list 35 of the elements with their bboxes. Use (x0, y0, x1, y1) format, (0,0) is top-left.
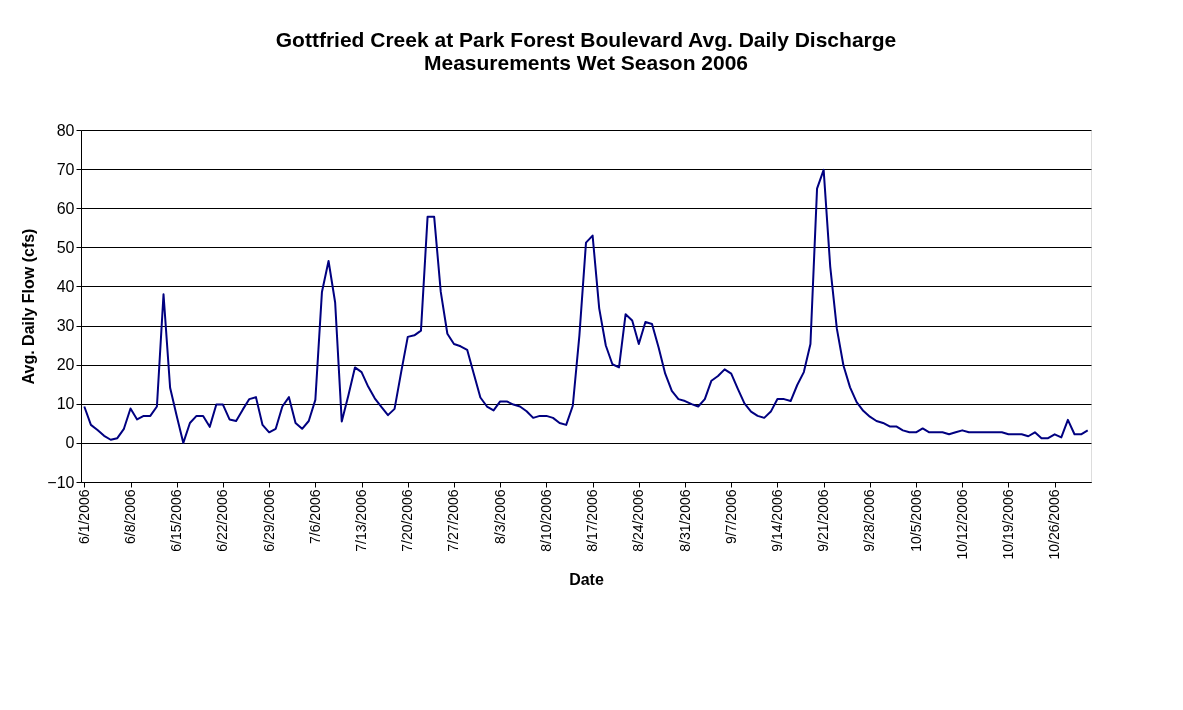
x-tick-label: 7/27/2006 (445, 489, 462, 552)
x-tick-label: 6/8/2006 (122, 489, 139, 544)
x-tick-label: 9/14/2006 (768, 489, 785, 552)
x-tick-label: 9/21/2006 (815, 489, 832, 552)
x-tick-label: 6/1/2006 (75, 489, 92, 544)
x-axis-title: Date (569, 570, 604, 588)
x-tick-label: 8/31/2006 (676, 489, 693, 552)
x-tick-label: 8/17/2006 (584, 489, 601, 552)
x-tick-label: 10/12/2006 (953, 489, 970, 560)
y-tick-label: 10 (56, 395, 75, 413)
y-tick-label: −10 (47, 473, 75, 491)
x-tick-label: 10/26/2006 (1046, 489, 1063, 560)
y-tick-label: 60 (56, 199, 75, 217)
x-tick-label: 8/10/2006 (537, 489, 554, 552)
y-tick-label: 80 (56, 121, 75, 139)
x-tick-label: 10/5/2006 (907, 489, 924, 552)
y-tick-label: 40 (56, 277, 75, 295)
x-tick-label: 7/13/2006 (353, 489, 370, 552)
x-tick-label: 8/24/2006 (630, 489, 647, 552)
y-tick-label: 20 (56, 356, 75, 374)
x-tick-label: 10/19/2006 (999, 489, 1016, 560)
x-tick-label: 6/15/2006 (168, 489, 185, 552)
y-tick-label: 30 (56, 317, 75, 335)
x-tick-label: 8/3/2006 (491, 489, 508, 544)
x-tick-label: 7/6/2006 (306, 489, 323, 544)
x-tick-label: 6/22/2006 (214, 489, 231, 552)
x-tick-label: 6/29/2006 (260, 489, 277, 552)
x-tick-label: 9/7/2006 (722, 489, 739, 544)
y-axis-title: Avg. Daily Flow (cfs) (20, 228, 38, 385)
y-tick-label: 70 (56, 160, 75, 178)
chart-title: Gottfried Creek at Park Forest Boulevard Avg. Daily Discharge Measurements Wet Season 2006 (275, 28, 897, 74)
x-tick-label: 9/28/2006 (861, 489, 878, 552)
x-tick-label: 7/20/2006 (399, 489, 416, 552)
y-tick-label: 50 (56, 238, 75, 256)
y-tick-label: 0 (65, 434, 75, 452)
